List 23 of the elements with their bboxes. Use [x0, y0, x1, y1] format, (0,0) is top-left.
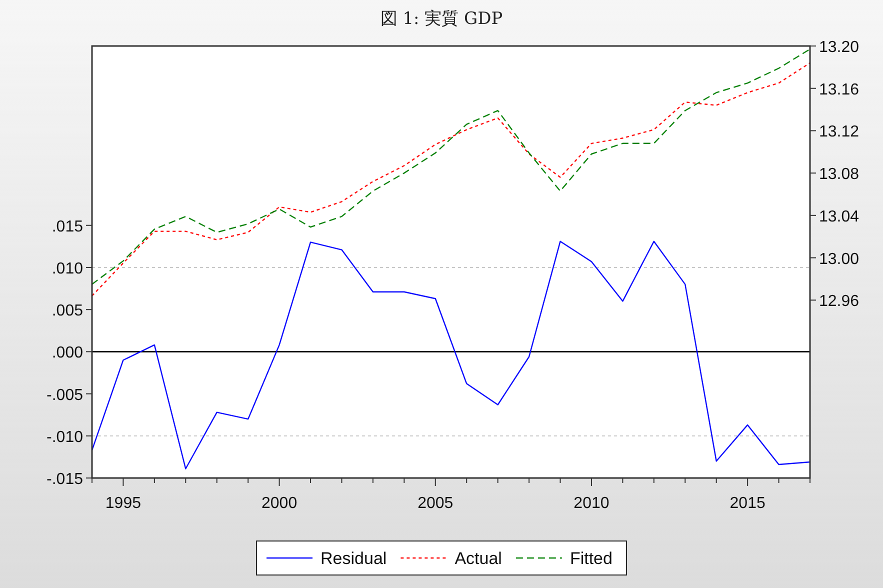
- legend-label: Fitted: [570, 549, 612, 568]
- y-tick-label: -.015: [46, 471, 84, 488]
- y2-tick-label: 12.96: [819, 293, 860, 310]
- y2-tick-label: 13.08: [819, 166, 860, 184]
- y2-tick-label: 13.16: [819, 81, 860, 98]
- x-tick-label: 1995: [105, 495, 142, 512]
- chart-title: 図 1: 実質 GDP: [380, 9, 503, 29]
- y-tick-label: .015: [52, 218, 84, 236]
- x-tick-label: 2015: [730, 495, 766, 512]
- y-tick-label: .000: [52, 344, 84, 362]
- x-tick-label: 2010: [574, 495, 610, 512]
- y2-tick-label: 13.00: [819, 250, 860, 268]
- x-tick-label: 2000: [262, 495, 298, 512]
- legend-label: Residual: [320, 549, 387, 568]
- y-tick-label: -.010: [46, 428, 84, 446]
- y-tick-label: .005: [52, 302, 84, 320]
- legend-label: Actual: [454, 549, 502, 568]
- y-tick-label: -.005: [46, 386, 84, 404]
- y2-tick-label: 13.04: [819, 208, 860, 226]
- y-tick-label: .010: [52, 260, 84, 278]
- y2-tick-label: 13.20: [819, 39, 860, 56]
- y2-tick-label: 13.12: [819, 124, 860, 141]
- x-tick-label: 2005: [418, 495, 454, 512]
